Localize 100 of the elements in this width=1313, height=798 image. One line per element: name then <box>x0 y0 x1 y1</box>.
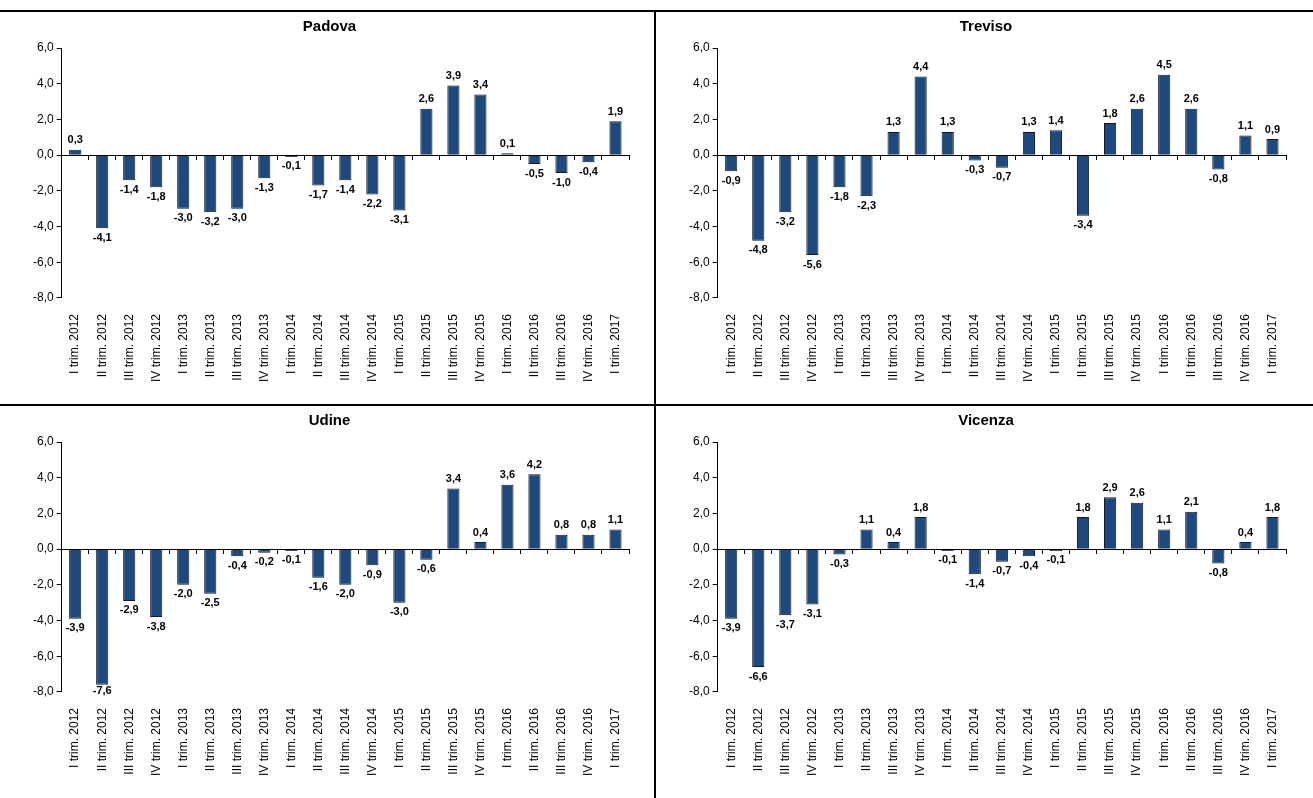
x-tick-label: I trim. 2016 <box>1156 313 1171 374</box>
y-tick-label: -6,0 <box>32 648 54 663</box>
x-tick-label: I trim. 2014 <box>283 707 298 768</box>
data-label: -3,0 <box>227 211 247 224</box>
x-tick-label: IV trim. 2014 <box>1021 313 1036 382</box>
x-tick-label: III trim. 2016 <box>1210 707 1225 775</box>
data-label: 0,8 <box>553 518 570 531</box>
data-label: 1,3 <box>885 115 902 128</box>
y-tick-label: -8,0 <box>688 684 710 699</box>
chart-title: Padova <box>302 17 357 35</box>
y-tick-label: -8,0 <box>32 290 54 305</box>
x-tick-label: IV trim. 2013 <box>256 313 271 382</box>
data-label: -1,3 <box>254 180 274 193</box>
x-tick-label: IV trim. 2015 <box>472 313 487 382</box>
data-label: 0,4 <box>885 525 903 538</box>
data-label: -3,1 <box>389 213 409 226</box>
x-tick-label: IV trim. 2012 <box>804 707 819 776</box>
x-tick-label: IV trim. 2016 <box>580 313 595 382</box>
data-label: 0,8 <box>580 518 597 531</box>
y-tick-label: 0,0 <box>36 541 54 556</box>
x-tick-label: II trim. 2015 <box>1075 707 1090 772</box>
data-label: -4,1 <box>92 230 112 243</box>
x-tick-label: I trim. 2012 <box>723 707 738 768</box>
data-label: 4,4 <box>913 60 930 73</box>
y-tick-label: 4,0 <box>36 76 54 91</box>
y-tick-label: 6,0 <box>692 40 710 55</box>
data-label: 2,9 <box>1102 480 1118 493</box>
x-tick-label: I trim. 2017 <box>1264 313 1279 374</box>
data-label: -0,4 <box>227 558 248 571</box>
x-tick-label: I trim. 2017 <box>607 707 622 768</box>
x-tick-label: III trim. 2015 <box>445 313 460 381</box>
data-label: 1,8 <box>1075 500 1091 513</box>
x-tick-label: IV trim. 2014 <box>1021 707 1036 776</box>
x-tick-label: IV trim. 2016 <box>1237 313 1252 382</box>
data-label: -2,0 <box>335 587 355 600</box>
data-label: -0,3 <box>829 557 849 570</box>
data-label: -1,8 <box>829 189 849 202</box>
y-tick-label: -8,0 <box>32 684 54 699</box>
data-label: -1,7 <box>308 188 328 201</box>
data-label: 2,6 <box>1129 486 1145 499</box>
data-label: -3,0 <box>173 211 193 224</box>
x-tick-label: I trim. 2012 <box>67 313 82 374</box>
y-tick-label: -2,0 <box>32 577 54 592</box>
x-tick-label: III trim. 2014 <box>994 707 1009 775</box>
x-tick-label: I trim. 2017 <box>1264 707 1279 768</box>
data-label: 1,1 <box>1156 513 1172 526</box>
data-label: -0,8 <box>1208 171 1228 184</box>
data-label: 0,3 <box>67 133 83 146</box>
x-tick-label: III trim. 2012 <box>777 313 792 381</box>
x-tick-label: III trim. 2015 <box>445 707 460 775</box>
data-label: 1,8 <box>1102 106 1118 119</box>
x-tick-label: IV trim. 2013 <box>912 707 927 776</box>
data-label: -1,4 <box>335 182 356 195</box>
x-tick-label: II trim. 2014 <box>967 313 982 378</box>
y-tick-label: -8,0 <box>688 290 710 305</box>
y-tick-label: -2,0 <box>688 183 710 198</box>
data-label: -0,4 <box>578 164 599 177</box>
x-tick-label: III trim. 2016 <box>553 707 568 775</box>
x-tick-label: I trim. 2014 <box>940 313 955 374</box>
data-label: 3,4 <box>472 77 489 90</box>
x-tick-label: IV trim. 2013 <box>256 707 271 776</box>
x-tick-label: I trim. 2013 <box>175 313 190 374</box>
x-tick-label: III trim. 2013 <box>229 707 244 775</box>
x-tick-label: II trim. 2016 <box>526 707 541 772</box>
x-tick-label: II trim. 2012 <box>750 707 765 772</box>
x-tick-label: IV trim. 2015 <box>472 707 487 776</box>
x-tick-label: I trim. 2014 <box>940 707 955 768</box>
x-tick-label: I trim. 2013 <box>175 707 190 768</box>
x-tick-label: I trim. 2016 <box>1156 707 1171 768</box>
x-tick-label: I trim. 2012 <box>723 313 738 374</box>
y-tick-label: -2,0 <box>688 577 710 592</box>
y-tick-label: 2,0 <box>36 505 54 520</box>
data-label: 0,1 <box>499 136 516 149</box>
y-tick-label: 6,0 <box>36 40 54 55</box>
data-label: -2,9 <box>119 603 139 616</box>
data-label: 1,9 <box>607 104 624 117</box>
data-label: -2,0 <box>173 587 193 600</box>
x-tick-label: IV trim. 2013 <box>912 313 927 382</box>
data-label: 1,1 <box>607 513 624 526</box>
x-tick-label: IV trim. 2015 <box>1129 707 1144 776</box>
x-tick-label: III trim. 2014 <box>337 707 352 775</box>
x-tick-label: III trim. 2013 <box>229 313 244 381</box>
data-label: 0,4 <box>472 525 489 538</box>
data-label: -1,6 <box>308 580 328 593</box>
data-label: 4,2 <box>526 457 543 470</box>
chart-title: Udine <box>308 411 351 429</box>
y-tick-label: -4,0 <box>32 612 54 627</box>
y-tick-label: -6,0 <box>688 254 710 269</box>
data-label: -2,3 <box>857 198 877 211</box>
data-label: -0,8 <box>1208 565 1228 578</box>
x-tick-label: II trim. 2013 <box>202 313 217 378</box>
data-label: -6,6 <box>748 669 768 682</box>
y-tick-label: 4,0 <box>692 470 710 485</box>
chart-title: Vicenza <box>958 411 1015 429</box>
x-tick-label: I trim. 2013 <box>831 313 846 374</box>
x-tick-label: II trim. 2016 <box>1183 707 1198 772</box>
x-tick-label: III trim. 2012 <box>121 313 136 381</box>
data-label: 1,4 <box>1048 113 1065 126</box>
data-label: -3,2 <box>200 214 220 227</box>
x-tick-label: I trim. 2016 <box>499 707 514 768</box>
